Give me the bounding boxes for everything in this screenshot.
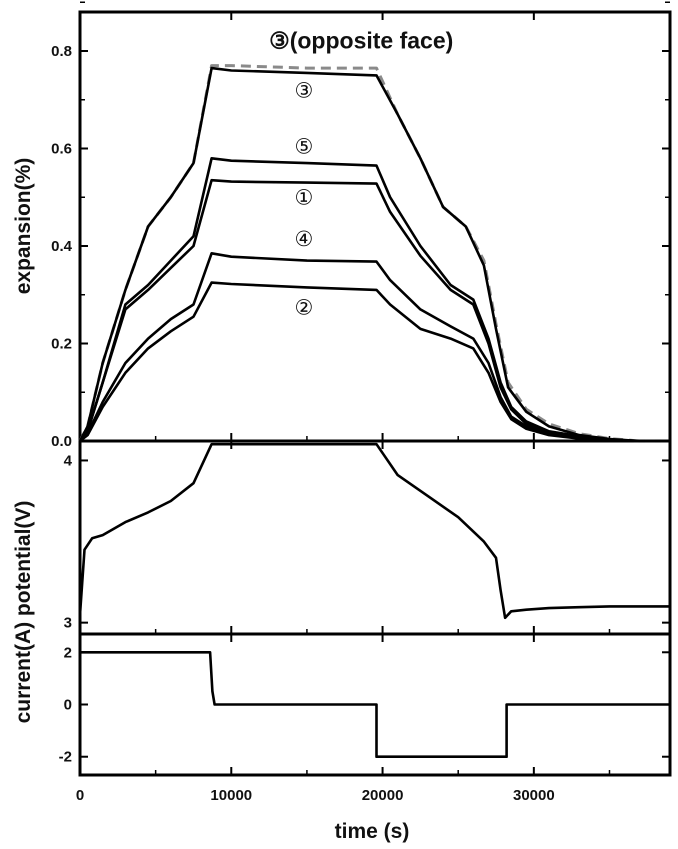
y-tick-label-expansion: 0.4 [51, 238, 73, 255]
y-tick-label-current: -2 [59, 749, 72, 766]
tick-labels: 0.0 0.2 0.4 0.6 0.8 3 4 2 0 -2 0 10000 20000 30000 [51, 43, 555, 804]
curve-label-5: ② [294, 295, 313, 319]
y-tick-label-current: 0 [64, 697, 72, 714]
y-tick-label-current: 2 [64, 644, 72, 661]
series-line-expansion-3 [78, 178, 670, 443]
y-tick-label-potential: 4 [64, 452, 73, 469]
x-tick-label: 0 [76, 787, 84, 804]
y-axis-title-current-potential: current(A) potential(V) [12, 501, 35, 724]
series-line-expansion-0 [78, 64, 670, 443]
y-tick-label-expansion: 0.6 [51, 141, 72, 158]
y-tick-label-expansion: 0.2 [51, 336, 72, 353]
panel-frames [78, 10, 672, 777]
y-tick-label-expansion: 0.0 [51, 433, 72, 450]
series-line-expansion-1 [78, 66, 670, 443]
series-line-expansion-5 [79, 281, 670, 443]
x-axis-title: time (s) [335, 820, 410, 843]
curve-label-4: ④ [294, 227, 313, 251]
axis-ticks [79, 1, 670, 775]
y-axis-title-expansion: expansion(%) [12, 158, 35, 295]
series-line-expansion-4 [79, 252, 670, 443]
series-group [78, 64, 670, 758]
curve-label-2: ⑤ [294, 134, 313, 158]
series-line-potential-0 [78, 442, 670, 620]
y-tick-label-expansion: 0.8 [51, 43, 72, 60]
curve-label-3: ① [294, 186, 313, 210]
series-line-current-0 [80, 651, 670, 758]
curve-label-0: ③(opposite face) [269, 28, 453, 54]
x-tick-label: 20000 [362, 787, 404, 804]
curve-label-1: ③ [294, 78, 313, 102]
x-tick-label: 10000 [210, 787, 252, 804]
x-tick-label: 30000 [513, 787, 555, 804]
y-tick-label-potential: 3 [64, 615, 72, 632]
curve-annotations: ③(opposite face) ③ ⑤ ① ④ ② [269, 28, 453, 320]
panel-frame-potential [78, 439, 672, 636]
